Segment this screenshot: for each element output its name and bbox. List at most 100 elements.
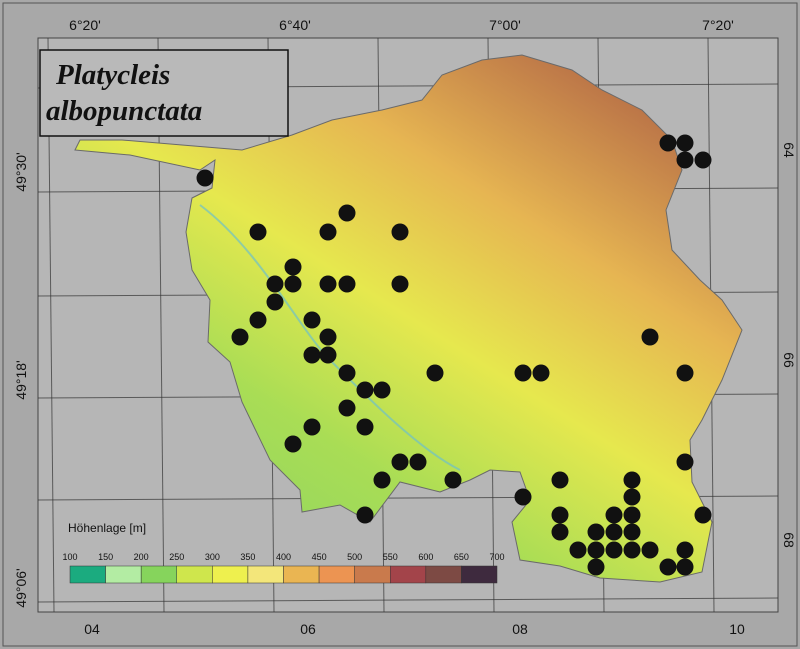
occurrence-dot (551, 471, 569, 489)
legend-tick-label: 700 (489, 552, 504, 562)
legend: 100 150 200 250 300 350 400 450 500 550 600 650 700 (62, 552, 505, 584)
grid-line (37, 597, 779, 603)
longitude-label: 6°40' (279, 17, 311, 33)
occurrence-dot (605, 523, 623, 541)
occurrence-dot (551, 523, 569, 541)
frame-labels: 6°20' 6°40' 7°00' 7°20' 49°30' 49°18' 49°06' 64… (13, 17, 797, 637)
legend-tick-label: 300 (205, 552, 220, 562)
occurrence-dot (659, 558, 677, 576)
occurrence-dot (676, 541, 694, 559)
occurrence-dot (623, 523, 641, 541)
occurrence-dot (231, 328, 249, 346)
title-line: albopunctata (46, 95, 202, 127)
occurrence-dot (319, 223, 337, 241)
legend-tick-label: 650 (454, 552, 469, 562)
occurrence-dot (249, 311, 267, 329)
occurrence-dot (266, 293, 284, 311)
grid-label: 06 (300, 621, 316, 637)
title-box (39, 49, 289, 137)
occurrence-dot (391, 223, 409, 241)
legend-tick-label: 500 (347, 552, 362, 562)
occurrence-dot (319, 328, 337, 346)
latitude-label: 49°30' (13, 152, 29, 191)
occurrence-dot (532, 364, 550, 382)
grid-label: 66 (781, 352, 797, 368)
title-line: Platycleis (55, 59, 170, 91)
occurrence-dot (623, 541, 641, 559)
occurrence-dot (284, 275, 302, 293)
legend-title: Höhenlage [m] (68, 521, 146, 535)
occurrence-dot (694, 506, 712, 524)
legend-swatch (318, 565, 355, 584)
occurrence-dots (196, 134, 712, 576)
region-saarland (74, 54, 743, 583)
occurrence-dot (514, 488, 532, 506)
legend-swatch (176, 565, 213, 584)
grid-label: 10 (729, 621, 745, 637)
latitude-label: 49°18' (13, 360, 29, 399)
legend-tick-label: 550 (383, 552, 398, 562)
legend-tick-label: 200 (134, 552, 149, 562)
occurrence-dot (373, 381, 391, 399)
occurrence-dot (284, 258, 302, 276)
occurrence-dot (338, 275, 356, 293)
legend-swatch (461, 565, 498, 584)
occurrence-dot (303, 346, 321, 364)
occurrence-dot (356, 381, 374, 399)
occurrence-dot (623, 471, 641, 489)
occurrence-dot (623, 506, 641, 524)
occurrence-dot (569, 541, 587, 559)
occurrence-dot (641, 541, 659, 559)
occurrence-dot (605, 541, 623, 559)
longitude-label: 7°20' (702, 17, 734, 33)
occurrence-dot (409, 453, 427, 471)
legend-swatch (69, 565, 106, 584)
occurrence-dot (694, 151, 712, 169)
grid-label: 64 (781, 142, 797, 158)
legend-tick-label: 400 (276, 552, 291, 562)
occurrence-dot (303, 418, 321, 436)
legend-swatch (390, 565, 427, 584)
grid-label: 08 (512, 621, 528, 637)
occurrence-dot (676, 558, 694, 576)
occurrence-dot (587, 541, 605, 559)
legend-tick-label: 250 (169, 552, 184, 562)
occurrence-dot (426, 364, 444, 382)
occurrence-dot (356, 418, 374, 436)
occurrence-dot (587, 523, 605, 541)
occurrence-dot (303, 311, 321, 329)
occurrence-dot (676, 364, 694, 382)
longitude-label: 7°00' (489, 17, 521, 33)
occurrence-dot (373, 471, 391, 489)
occurrence-dot (196, 169, 214, 187)
legend-swatch (140, 565, 178, 584)
latitude-label: 49°06' (13, 568, 29, 607)
legend-swatch (212, 565, 249, 584)
occurrence-dot (676, 134, 694, 152)
legend-tick-label: 450 (312, 552, 327, 562)
occurrence-dot (249, 223, 267, 241)
occurrence-dot (319, 275, 337, 293)
legend-swatch (354, 565, 391, 584)
occurrence-dot (587, 558, 605, 576)
occurrence-dot (514, 364, 532, 382)
occurrence-dot (391, 275, 409, 293)
occurrence-dot (676, 151, 694, 169)
legend-tick-label: 100 (62, 552, 77, 562)
occurrence-dot (551, 506, 569, 524)
grid-label: 04 (84, 621, 100, 637)
occurrence-dot (623, 488, 641, 506)
legend-swatch (105, 565, 142, 584)
legend-swatch (247, 565, 284, 584)
occurrence-dot (641, 328, 659, 346)
legend-tick-label: 350 (240, 552, 255, 562)
occurrence-dot (338, 364, 356, 382)
occurrence-dot (338, 399, 356, 417)
occurrence-dot (284, 435, 302, 453)
occurrence-dot (659, 134, 677, 152)
longitude-label: 6°20' (69, 17, 101, 33)
occurrence-dot (676, 453, 694, 471)
